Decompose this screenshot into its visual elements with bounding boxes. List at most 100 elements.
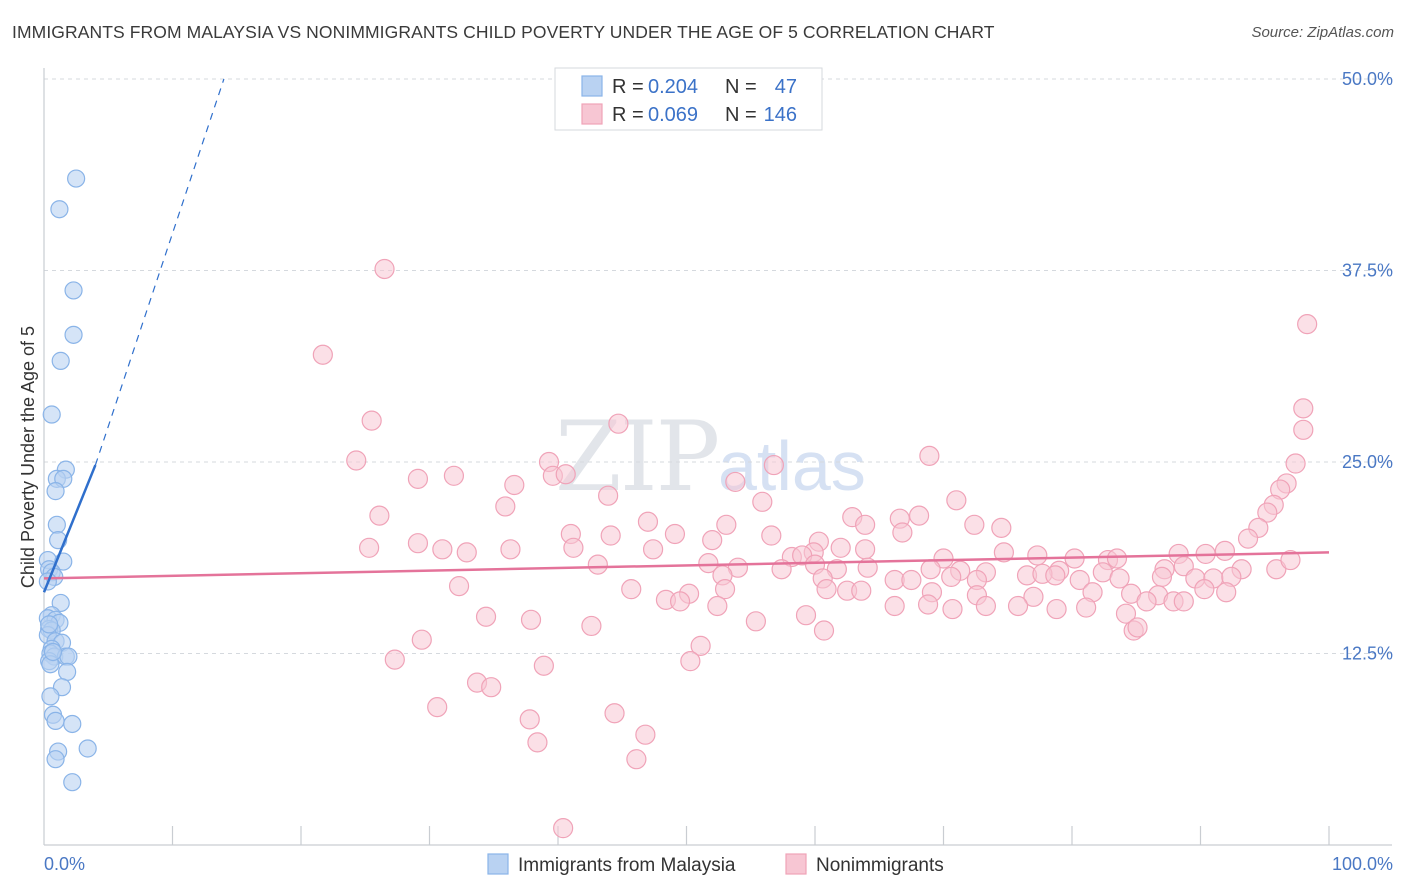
data-point-nonimmigrants [635,724,656,745]
data-point-nonimmigrants [763,454,784,476]
chart-source: Source: ZipAtlas.com [1251,24,1394,41]
legend-bottom-swatch-blue [487,853,509,875]
data-point-nonimmigrants [626,749,647,770]
data-point-nonimmigrants [855,539,876,560]
data-point-nonimmigrants [761,525,782,546]
data-point-malaysia [50,200,69,219]
data-point-nonimmigrants [1297,314,1318,335]
data-point-nonimmigrants [1046,598,1067,620]
data-point-malaysia [59,647,78,666]
correlation-legend: R = 0.204 N = 47 R = 0.069 N = 146 [554,67,823,131]
data-point-nonimmigrants [374,258,395,280]
data-point-nonimmigrants [1045,565,1066,586]
data-point-nonimmigrants [892,522,913,543]
watermark-zip: ZIP [555,401,718,513]
data-point-nonimmigrants [1069,569,1090,591]
data-point-nonimmigrants [941,566,962,588]
chart-title: IMMIGRANTS FROM MALAYSIA VS NONIMMIGRANT… [12,22,995,42]
data-point-nonimmigrants [1266,559,1287,580]
data-point-nonimmigrants [1127,617,1148,638]
data-point-malaysia [58,662,77,681]
data-point-nonimmigrants [346,450,367,471]
legend-r-label-2: R = [612,104,644,126]
data-point-nonimmigrants [752,491,773,512]
data-point-nonimmigrants [816,579,837,600]
data-point-nonimmigrants [698,553,719,574]
data-point-nonimmigrants [993,542,1014,563]
watermark-atlas: atlas [718,427,866,505]
data-point-malaysia [46,750,65,769]
data-point-nonimmigrants [407,468,429,489]
data-point-nonimmigrants [1216,582,1237,603]
legend-bottom-label-2: Nonimmigrants [816,855,944,876]
data-point-nonimmigrants [600,525,621,546]
data-point-nonimmigrants [716,514,737,535]
data-point-nonimmigrants [495,496,516,517]
data-point-nonimmigrants [669,591,691,612]
data-point-nonimmigrants [527,732,548,753]
data-point-nonimmigrants [1076,597,1097,618]
data-point-nonimmigrants [917,594,939,615]
data-point-nonimmigrants [991,517,1012,538]
data-point-nonimmigrants [1293,398,1314,419]
data-point-nonimmigrants [690,635,711,656]
data-point-nonimmigrants [664,523,686,545]
data-point-malaysia [43,642,63,662]
data-point-nonimmigrants [1214,540,1236,561]
data-point-nonimmigrants [519,709,540,730]
data-point-nonimmigrants [1115,603,1137,624]
data-point-nonimmigrants [1027,545,1048,566]
data-point-malaysia [67,169,86,188]
data-point-nonimmigrants [946,490,967,511]
data-point-malaysia [51,593,70,613]
trend-line-malaysia-extension [94,78,225,466]
data-point-malaysia [63,773,82,792]
data-point-nonimmigrants [707,595,728,617]
data-point-nonimmigrants [1237,528,1259,549]
y-tick-label: 12.5% [1342,644,1393,664]
data-point-nonimmigrants [407,533,429,554]
data-point-nonimmigrants [621,579,642,600]
data-point-nonimmigrants [1007,595,1029,617]
legend-swatch-pink [581,103,603,125]
data-point-nonimmigrants [448,575,470,597]
data-point-nonimmigrants [642,539,664,560]
data-point-nonimmigrants [714,579,736,600]
data-point-nonimmigrants [975,595,997,617]
watermark: ZIP atlas [555,401,866,513]
data-point-nonimmigrants [851,580,872,601]
data-point-nonimmigrants [901,569,922,591]
data-point-nonimmigrants [745,611,766,632]
data-point-nonimmigrants [964,514,985,535]
data-point-nonimmigrants [942,598,963,620]
data-point-nonimmigrants [608,413,629,434]
data-point-nonimmigrants [813,620,835,641]
trend-line-malaysia [42,464,97,593]
data-point-nonimmigrants [520,609,542,630]
legend-r-label-1: R = [612,76,644,98]
data-point-malaysia [47,515,66,534]
x-tick-label-min: 0.0% [44,854,85,874]
data-point-nonimmigrants [432,539,453,560]
data-point-nonimmigrants [504,474,525,496]
data-point-nonimmigrants [919,445,940,466]
data-point-nonimmigrants [475,606,497,627]
data-point-nonimmigrants [369,505,390,526]
data-point-nonimmigrants [920,559,941,580]
series-legend: Immigrants from Malaysia Nonimmigrants [487,853,944,876]
data-point-malaysia [64,281,83,300]
series-nonimmigrants [312,258,1318,839]
data-point-nonimmigrants [359,537,380,558]
data-point-nonimmigrants [500,539,521,560]
legend-r-value-2: 0.069 [648,104,698,126]
trend-line-nonimmigrants [43,551,1330,580]
legend-bottom-label-1: Immigrants from Malaysia [518,855,736,876]
y-tick-label: 50.0% [1342,69,1393,89]
y-tick-label: 25.0% [1342,452,1393,472]
data-point-nonimmigrants [830,537,851,558]
data-point-nonimmigrants [702,530,723,551]
data-point-nonimmigrants [1194,579,1215,600]
legend-swatch-blue [581,75,603,97]
x-tick-label-max: 100.0% [1332,854,1393,874]
